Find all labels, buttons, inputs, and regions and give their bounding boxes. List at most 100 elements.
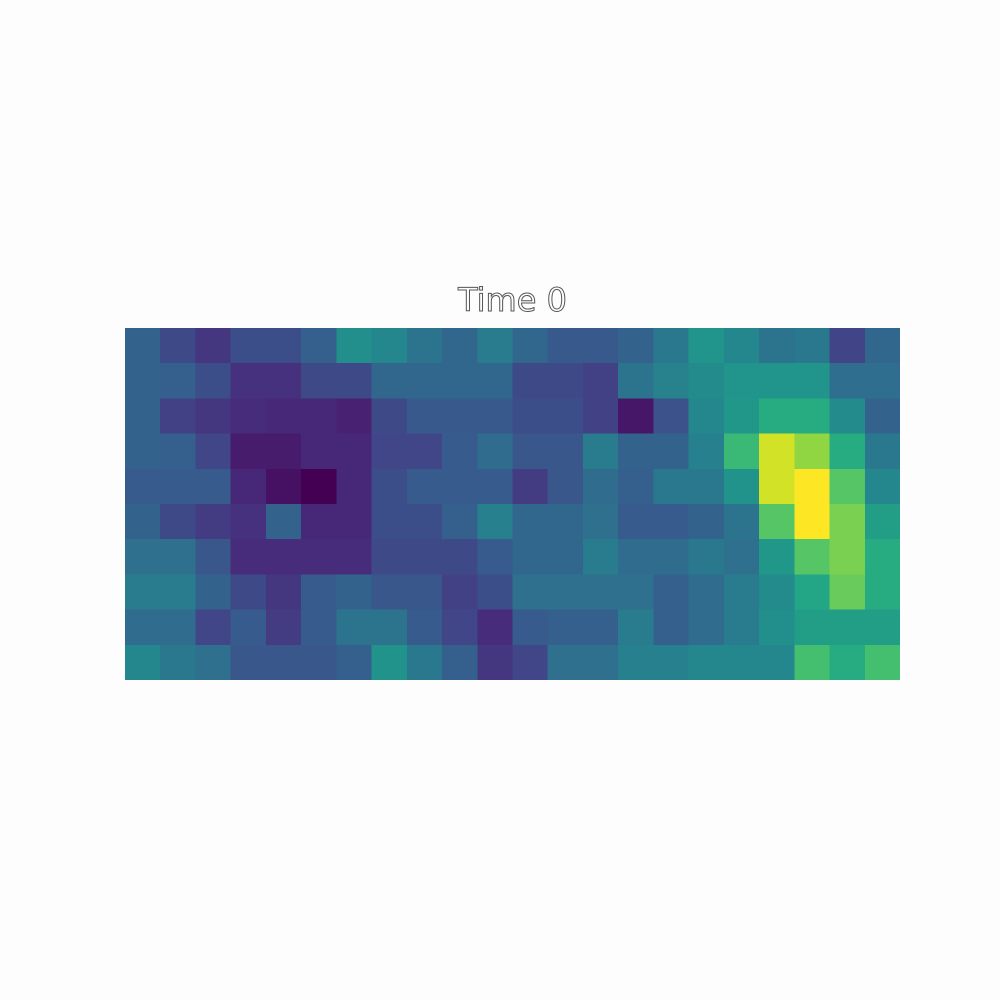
heatmap-cell: [582, 644, 619, 680]
heatmap-cell: [653, 609, 690, 646]
heatmap-cell: [125, 398, 161, 435]
heatmap-cell: [371, 328, 408, 364]
heatmap-cell: [688, 504, 725, 540]
heatmap-cell: [864, 539, 900, 575]
heatmap-cell: [829, 398, 866, 435]
heatmap-cell: [618, 433, 655, 470]
heatmap-cell: [301, 468, 337, 505]
heatmap-cell: [442, 609, 478, 646]
heatmap-cell: [477, 328, 514, 364]
heatmap-cell: [125, 328, 161, 364]
heatmap-cell: [512, 609, 549, 646]
heatmap-cell: [160, 609, 197, 646]
heatmap-cell: [371, 539, 408, 575]
heatmap-cell: [230, 468, 267, 505]
heatmap-cell: [336, 363, 373, 399]
heatmap-cell: [794, 609, 831, 646]
heatmap-cell: [195, 433, 232, 470]
heatmap-cell: [688, 363, 725, 399]
heatmap-cell: [618, 644, 655, 680]
heatmap-cell: [794, 574, 831, 611]
heatmap-cell: [794, 539, 831, 575]
heatmap-cell: [336, 504, 373, 540]
heatmap-cell: [653, 398, 690, 435]
heatmap-cell: [723, 574, 760, 611]
heatmap-cell: [265, 328, 302, 364]
heatmap-cell: [864, 468, 900, 505]
heatmap-cell: [653, 433, 690, 470]
heatmap-cell: [195, 609, 232, 646]
heatmap-cell: [759, 398, 795, 435]
heatmap-cell: [582, 433, 619, 470]
heatmap-cell: [512, 468, 549, 505]
heatmap-cell: [759, 504, 795, 540]
heatmap-cell: [160, 363, 197, 399]
heatmap-cell: [688, 609, 725, 646]
heatmap-cell: [125, 363, 161, 399]
heatmap-cell: [829, 504, 866, 540]
heatmap-cell: [547, 468, 584, 505]
heatmap-cell: [125, 433, 161, 470]
heatmap-cell: [301, 328, 337, 364]
heatmap-cell: [688, 433, 725, 470]
heatmap-cell: [547, 609, 584, 646]
heatmap-cell: [512, 363, 549, 399]
heatmap-cell: [864, 609, 900, 646]
heatmap-cell: [864, 644, 900, 680]
heatmap-cell: [477, 468, 514, 505]
heatmap-cell: [125, 609, 161, 646]
heatmap-cell: [195, 539, 232, 575]
heatmap-cell: [160, 328, 197, 364]
heatmap-cell: [582, 363, 619, 399]
heatmap-cell: [477, 433, 514, 470]
heatmap-cell: [195, 363, 232, 399]
heatmap-cell: [477, 539, 514, 575]
chart-title: Time 0: [458, 281, 568, 319]
heatmap-cell: [301, 398, 337, 435]
heatmap-cell: [759, 644, 795, 680]
heatmap-cell: [759, 574, 795, 611]
heatmap-cell: [301, 363, 337, 399]
heatmap-cell: [759, 328, 795, 364]
heatmap-cell: [547, 644, 584, 680]
heatmap-cell: [371, 574, 408, 611]
heatmap-cell: [125, 644, 161, 680]
heatmap-cell: [829, 644, 866, 680]
heatmap-cell: [301, 609, 337, 646]
heatmap-cell: [406, 539, 443, 575]
heatmap-cell: [723, 363, 760, 399]
heatmap-cell: [618, 539, 655, 575]
heatmap-cell: [406, 504, 443, 540]
heatmap: [125, 328, 900, 680]
heatmap-cell: [265, 398, 302, 435]
heatmap-cell: [512, 539, 549, 575]
heatmap-cell: [230, 574, 267, 611]
heatmap-cell: [759, 468, 795, 505]
heatmap-cell: [829, 609, 866, 646]
heatmap-cell: [653, 363, 690, 399]
heatmap-cell: [723, 644, 760, 680]
heatmap-cell: [794, 433, 831, 470]
heatmap-cell: [336, 609, 373, 646]
heatmap-cell: [442, 433, 478, 470]
heatmap-cell: [829, 539, 866, 575]
heatmap-cell: [618, 609, 655, 646]
heatmap-cell: [582, 504, 619, 540]
heatmap-cell: [406, 363, 443, 399]
heatmap-cell: [336, 398, 373, 435]
heatmap-cell: [864, 328, 900, 364]
heatmap-cell: [618, 363, 655, 399]
heatmap-cell: [336, 644, 373, 680]
heatmap-cell: [618, 398, 655, 435]
heatmap-cell: [829, 328, 866, 364]
heatmap-cell: [406, 468, 443, 505]
heatmap-cell: [195, 398, 232, 435]
heatmap-cell: [371, 363, 408, 399]
heatmap-cell: [618, 328, 655, 364]
heatmap-cell: [723, 328, 760, 364]
heatmap-cell: [618, 504, 655, 540]
heatmap-cell: [265, 574, 302, 611]
heatmap-cell: [829, 363, 866, 399]
heatmap-cell: [230, 328, 267, 364]
heatmap-cell: [688, 468, 725, 505]
